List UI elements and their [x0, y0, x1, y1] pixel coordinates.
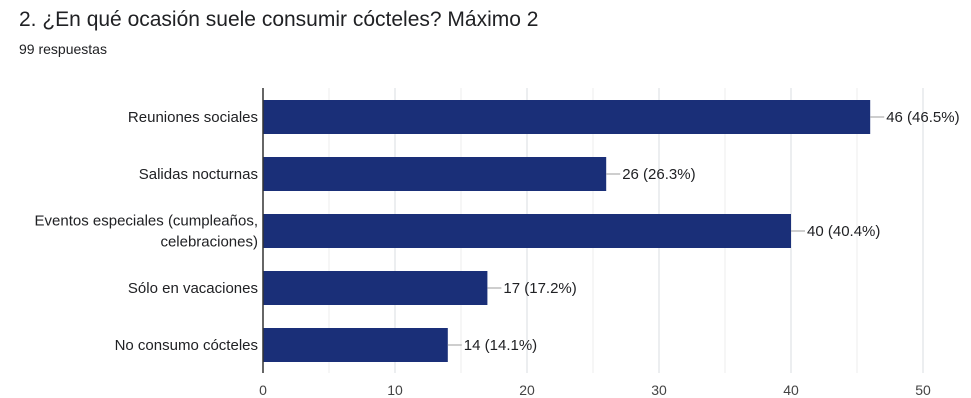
- bar-4: [263, 328, 448, 362]
- category-label: celebraciones): [160, 234, 258, 251]
- x-tick-label: 30: [651, 382, 667, 398]
- chart-title: 2. ¿En qué ocasión suele consumir cóctel…: [19, 8, 539, 31]
- category-label: Reuniones sociales: [128, 109, 258, 126]
- value-label: 46 (46.5%): [886, 109, 959, 126]
- bar-0: [263, 100, 871, 134]
- response-count: 99 respuestas: [19, 41, 107, 57]
- value-label: 40 (40.4%): [807, 223, 880, 240]
- bar-1: [263, 157, 607, 191]
- x-tick-label: 10: [387, 382, 403, 398]
- x-tick-label: 20: [519, 382, 535, 398]
- bar-2: [263, 214, 791, 248]
- category-label: Salidas nocturnas: [139, 166, 258, 183]
- x-tick-label: 40: [783, 382, 799, 398]
- x-tick-label: 0: [259, 382, 267, 398]
- category-label: Eventos especiales (cumpleaños,: [35, 213, 258, 230]
- bar-3: [263, 271, 488, 305]
- value-label: 26 (26.3%): [622, 166, 695, 183]
- category-label: Sólo en vacaciones: [128, 280, 258, 297]
- value-label: 17 (17.2%): [503, 280, 576, 297]
- x-tick-label: 50: [915, 382, 931, 398]
- category-label: No consumo cócteles: [115, 337, 258, 354]
- value-label: 14 (14.1%): [464, 337, 537, 354]
